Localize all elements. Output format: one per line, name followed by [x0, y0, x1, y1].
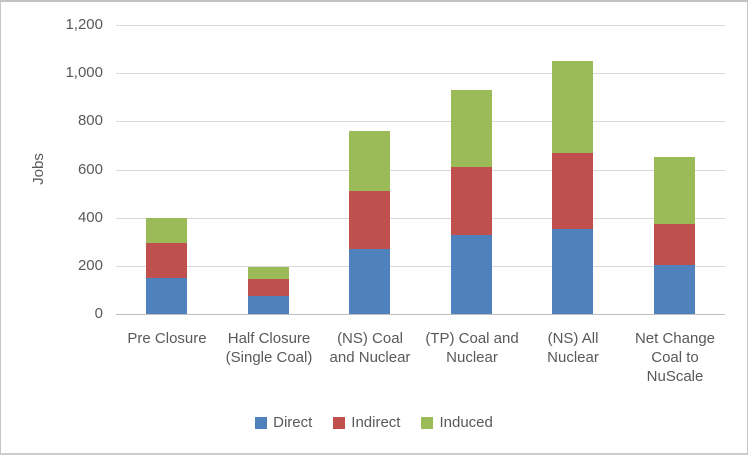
y-tick-label: 200	[77, 257, 103, 274]
bar-segment-direct	[451, 235, 492, 314]
legend-label: Direct	[273, 414, 313, 431]
x-axis-category-label-line: (NS) All	[547, 330, 599, 347]
x-axis-category-label-line: and Nuclear	[329, 349, 411, 366]
legend-swatch-induced	[421, 416, 434, 429]
bar-segment-direct	[146, 278, 187, 314]
bar-segment-indirect	[451, 167, 492, 235]
gridline	[116, 170, 725, 171]
bar-segment-direct	[349, 249, 390, 314]
legend: Direct Indirect Induced	[1, 414, 747, 431]
legend-label: Indirect	[351, 414, 401, 431]
legend-item-indirect: Indirect	[333, 414, 400, 431]
x-axis-category-label-line: NuScale	[646, 368, 704, 385]
bar-segment-direct	[654, 265, 695, 314]
legend-swatch-indirect	[333, 416, 346, 429]
bar-segment-direct	[248, 296, 289, 314]
bar-segment-direct	[552, 229, 593, 314]
x-axis-category-label: (NS) All Nuclear	[514, 329, 632, 367]
bar-segment-indirect	[349, 191, 390, 249]
x-axis-category-label: (TP) Coal and Nuclear	[413, 329, 531, 367]
gridline	[116, 25, 725, 26]
x-axis-category-label-line: Nuclear	[446, 349, 498, 366]
x-axis-category-label-line: Nuclear	[547, 349, 599, 366]
bar-segment-indirect	[654, 224, 695, 265]
gridline	[116, 266, 725, 267]
x-axis-category-label-line: (TP) Coal and	[425, 330, 519, 347]
y-tick-label: 1,000	[65, 64, 103, 81]
x-axis-category-label-line: Coal to	[651, 349, 699, 366]
gridline	[116, 218, 725, 219]
y-tick-label: 1,200	[65, 16, 103, 33]
y-tick-label: 400	[77, 209, 103, 226]
bar-segment-induced	[654, 157, 695, 224]
bar-segment-induced	[451, 90, 492, 167]
x-axis-category-label: (NS) Coal and Nuclear	[311, 329, 429, 367]
bar-segment-induced	[248, 267, 289, 279]
bar-segment-induced	[146, 218, 187, 243]
legend-swatch-direct	[255, 416, 268, 429]
gridline	[116, 121, 725, 122]
x-axis-category-label: Net Change Coal to NuScale	[616, 329, 734, 386]
bar-segment-indirect	[552, 153, 593, 229]
legend-label: Induced	[439, 414, 493, 431]
gridline	[116, 73, 725, 74]
x-axis-line	[116, 314, 725, 315]
x-axis-category-label-line: (Single Coal)	[225, 349, 313, 366]
x-axis-category-label: Pre Closure	[108, 329, 226, 348]
x-axis-category-label-line: Pre Closure	[127, 330, 207, 347]
x-axis-category-label: Half Closure (Single Coal)	[210, 329, 328, 367]
legend-item-direct: Direct	[255, 414, 312, 431]
bar-segment-indirect	[146, 243, 187, 278]
y-tick-label: 0	[94, 305, 103, 322]
bar-segment-indirect	[248, 279, 289, 296]
legend-item-induced: Induced	[421, 414, 493, 431]
x-axis-category-label-line: Half Closure	[227, 330, 311, 347]
y-tick-label: 800	[77, 112, 103, 129]
y-tick-label: 600	[77, 161, 103, 178]
x-axis-category-label-line: Net Change	[634, 330, 716, 347]
bar-segment-induced	[552, 61, 593, 153]
bar-segment-induced	[349, 131, 390, 191]
x-axis-category-label-line: (NS) Coal	[337, 330, 403, 347]
